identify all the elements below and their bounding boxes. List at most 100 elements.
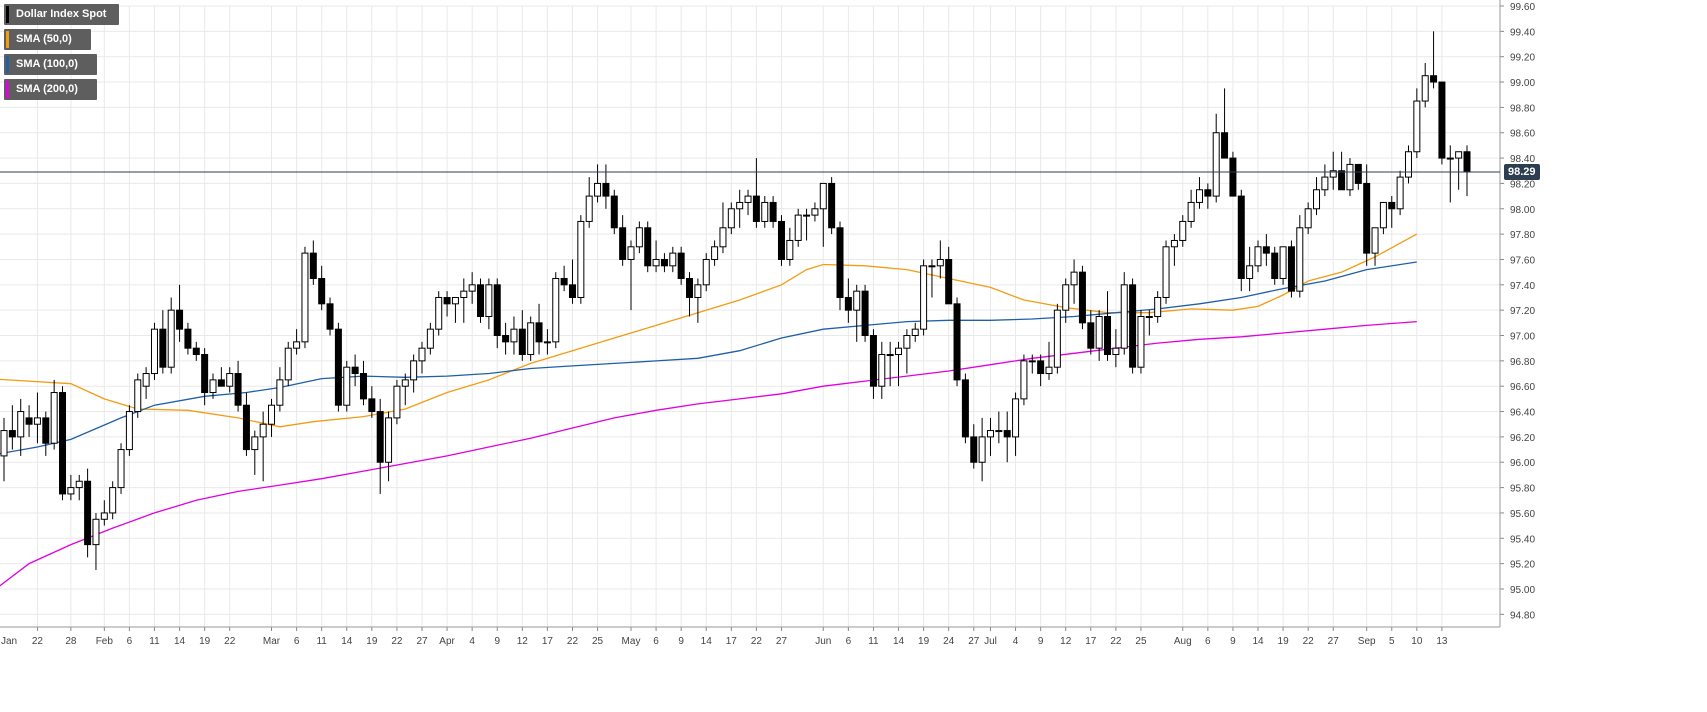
candle-body-down: [42, 417, 50, 444]
y-tick-label: 96.40: [1510, 408, 1535, 419]
candle: [669, 246, 677, 273]
candle-body-down: [493, 284, 501, 337]
x-tick-label: 22: [1110, 636, 1122, 647]
candle-body-up: [1446, 157, 1454, 160]
candle: [1329, 151, 1337, 190]
candle-body-up: [125, 411, 133, 451]
y-tick-label: 95.60: [1510, 509, 1535, 520]
candle-body-down: [1262, 246, 1270, 254]
candle: [978, 417, 986, 482]
candle: [401, 373, 409, 406]
legend-item-sma-200[interactable]: SMA (200,0): [4, 79, 97, 100]
candle-body-up: [393, 385, 401, 419]
candle: [1262, 234, 1270, 266]
legend-item-dollar-index[interactable]: Dollar Index Spot: [4, 4, 119, 25]
x-tick-label: 12: [1060, 636, 1072, 647]
candle: [761, 196, 769, 228]
candle-body-up: [895, 347, 903, 356]
candle: [727, 202, 735, 235]
x-tick-label: 19: [918, 636, 930, 647]
candle-body-down: [869, 335, 877, 387]
candle-body-down: [568, 284, 576, 298]
x-tick-label: 27: [1328, 636, 1340, 647]
candle-body-up: [259, 423, 267, 438]
x-tick-label: 4: [469, 636, 475, 647]
candle-body-down: [242, 404, 250, 451]
candle: [736, 189, 744, 228]
moving-averages: [0, 233, 1418, 587]
candle-body-up: [401, 379, 409, 387]
candle: [117, 443, 125, 494]
candle-body-up: [1396, 176, 1404, 210]
candle-body-up: [109, 487, 117, 514]
candle-body-down: [836, 227, 844, 298]
candle: [134, 373, 142, 418]
x-tick-label: 6: [653, 636, 659, 647]
candle: [535, 303, 543, 355]
legend-item-sma-50[interactable]: SMA (50,0): [4, 29, 91, 50]
candle-body-down: [1087, 322, 1095, 349]
candle: [677, 246, 685, 285]
candle: [1045, 341, 1053, 380]
candle: [920, 259, 928, 336]
candle-body-down: [176, 309, 184, 330]
candle: [518, 310, 526, 361]
candle: [75, 474, 83, 501]
candle: [1371, 227, 1379, 266]
candle-body-up: [167, 309, 175, 368]
candle-body-down: [477, 284, 485, 317]
candle: [594, 164, 602, 203]
candle: [50, 379, 58, 450]
legend-label: Dollar Index Spot: [16, 8, 107, 20]
candle: [794, 208, 802, 247]
x-tick-label: 14: [893, 636, 905, 647]
candle: [560, 265, 568, 292]
candle: [1271, 246, 1279, 285]
candle: [1195, 177, 1203, 209]
candle: [811, 202, 819, 222]
candle-body-up: [1379, 201, 1387, 229]
candle: [418, 341, 426, 374]
candle-body-down: [945, 258, 953, 305]
candle: [167, 297, 175, 374]
candle-body-up: [1112, 347, 1120, 356]
candle-body-up: [418, 347, 426, 362]
y-tick-label: 98.20: [1510, 179, 1535, 190]
candle: [1053, 303, 1061, 374]
candle-body-up: [527, 322, 535, 356]
sma-100-line: [0, 261, 1417, 455]
candle: [0, 417, 8, 482]
candle-body-down: [844, 296, 852, 311]
candle: [1154, 291, 1162, 323]
candle: [351, 354, 359, 387]
candle-body-up: [727, 208, 735, 229]
x-tick-label: May: [622, 636, 641, 647]
candle-body-up: [761, 201, 769, 222]
candle: [359, 360, 367, 406]
candle: [443, 291, 451, 317]
candle-body-down: [861, 290, 869, 337]
candlesticks[interactable]: [0, 31, 1471, 570]
legend-item-sma-100[interactable]: SMA (100,0): [4, 54, 97, 75]
candle-body-down: [25, 417, 33, 425]
candle: [1304, 202, 1312, 235]
x-tick-label: 22: [751, 636, 763, 647]
candle-body-up: [1012, 398, 1020, 438]
candle: [1087, 310, 1095, 355]
candle: [1187, 189, 1195, 228]
candle: [1404, 145, 1412, 184]
candle: [627, 240, 635, 311]
candle: [652, 240, 660, 273]
candle-body-down: [953, 303, 961, 381]
candle: [502, 322, 510, 355]
candle: [1413, 88, 1421, 159]
x-tick-label: 27: [968, 636, 980, 647]
candle: [1020, 354, 1028, 406]
candle-body-up: [911, 328, 919, 337]
candle: [293, 329, 301, 355]
candle-body-up: [903, 335, 911, 349]
candle-body-up: [100, 512, 108, 520]
candle-body-down: [184, 328, 192, 349]
candle: [385, 411, 393, 482]
